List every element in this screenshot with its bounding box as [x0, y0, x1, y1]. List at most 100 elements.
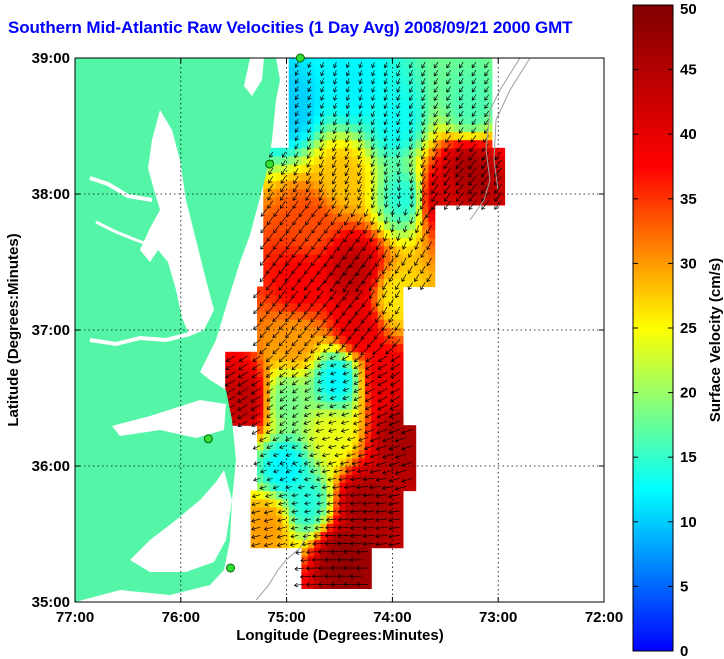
velocity-arrow	[260, 225, 267, 234]
velocity-cell	[358, 229, 366, 239]
velocity-arrow	[455, 159, 464, 170]
velocity-cell	[333, 237, 341, 247]
velocity-arrow	[321, 469, 331, 474]
velocity-arrow	[304, 509, 311, 514]
velocity-cell	[409, 58, 417, 67]
velocity-cell	[263, 294, 271, 304]
velocity-cell	[326, 302, 334, 312]
velocity-cell	[345, 474, 353, 483]
velocity-cell	[326, 580, 334, 589]
velocity-cell	[301, 155, 309, 165]
velocity-cell	[383, 131, 391, 141]
velocity-cell	[257, 384, 264, 394]
velocity-cell	[269, 515, 277, 524]
velocity-arrow	[309, 436, 318, 442]
velocity-cell	[390, 523, 398, 532]
velocity-cell	[422, 213, 429, 222]
velocity-cell	[358, 180, 366, 190]
velocity-cell	[358, 196, 366, 206]
velocity-cell	[453, 107, 461, 116]
velocity-arrow	[358, 127, 363, 134]
velocity-cell	[383, 384, 391, 394]
velocity-cell	[409, 237, 417, 247]
velocity-cell	[307, 188, 315, 198]
velocity-cell	[307, 74, 315, 84]
velocity-arrow	[272, 452, 280, 458]
velocity-arrow	[394, 486, 407, 491]
velocity-arrow	[341, 339, 350, 348]
velocity-arrow	[237, 371, 248, 379]
velocity-cell	[314, 400, 321, 410]
colorbar-tick-label: 35	[680, 191, 697, 208]
velocity-cell	[383, 98, 391, 108]
velocity-arrow	[421, 119, 426, 126]
velocity-cell	[422, 229, 429, 239]
velocity-cell	[415, 180, 423, 190]
velocity-cell	[447, 188, 455, 198]
velocity-cell	[301, 515, 309, 524]
velocity-arrow	[396, 176, 402, 184]
velocity-arrow	[285, 437, 293, 442]
velocity-arrow	[304, 282, 312, 291]
velocity-cell	[441, 58, 448, 67]
velocity-arrow	[325, 525, 337, 530]
velocity-arrow	[331, 192, 337, 201]
velocity-cell	[415, 155, 423, 165]
velocity-arrow	[316, 306, 324, 315]
velocity-cell	[377, 172, 385, 181]
velocity-cell	[403, 58, 410, 67]
velocity-cell	[282, 327, 290, 337]
velocity-arrow	[292, 412, 299, 418]
velocity-arrow	[356, 216, 363, 226]
velocity-cell	[301, 498, 309, 508]
velocity-cell	[301, 90, 309, 100]
velocity-arrow	[481, 151, 489, 161]
velocity-cell	[383, 490, 391, 500]
velocity-arrow	[315, 460, 324, 466]
velocity-arrow	[316, 509, 324, 514]
velocity-arrow	[338, 477, 350, 482]
velocity-cell	[472, 82, 480, 92]
velocity-cell	[307, 98, 315, 108]
velocity-arrow	[297, 314, 305, 323]
velocity-cell	[307, 474, 315, 483]
velocity-arrow	[311, 225, 318, 234]
velocity-arrow	[266, 322, 274, 330]
velocity-cell	[282, 425, 290, 434]
velocity-cell	[314, 563, 321, 573]
velocity-cell	[447, 58, 455, 67]
velocity-arrow	[237, 396, 248, 403]
velocity-cell	[257, 466, 264, 475]
velocity-cell	[263, 311, 271, 320]
velocity-cell	[282, 155, 290, 165]
velocity-arrow	[443, 151, 451, 161]
velocity-cell	[263, 237, 271, 247]
velocity-arrow	[294, 159, 299, 167]
velocity-arrow	[279, 388, 286, 394]
velocity-cell	[422, 155, 429, 165]
velocity-cell	[498, 196, 506, 206]
velocity-cell	[466, 123, 474, 133]
velocity-cell	[257, 457, 264, 467]
velocity-arrow	[494, 192, 502, 202]
velocity-arrow	[281, 159, 286, 167]
velocity-cell	[409, 229, 417, 239]
velocity-cell	[250, 506, 258, 516]
velocity-cell	[377, 376, 385, 385]
velocity-cell	[364, 302, 372, 312]
velocity-cell	[295, 147, 302, 157]
velocity-arrow	[376, 225, 382, 234]
velocity-arrow	[333, 469, 343, 474]
velocity-arrow	[388, 257, 394, 267]
velocity-cell	[377, 392, 385, 402]
velocity-arrow	[420, 216, 426, 226]
velocity-arrow	[409, 176, 414, 184]
velocity-cell	[409, 82, 417, 92]
velocity-cell	[345, 392, 353, 402]
velocity-cell	[301, 563, 309, 573]
velocity-cell	[364, 82, 372, 92]
velocity-cell	[276, 359, 283, 369]
velocity-arrow	[370, 176, 375, 184]
velocity-cell	[314, 98, 321, 108]
velocity-cell	[320, 123, 328, 133]
